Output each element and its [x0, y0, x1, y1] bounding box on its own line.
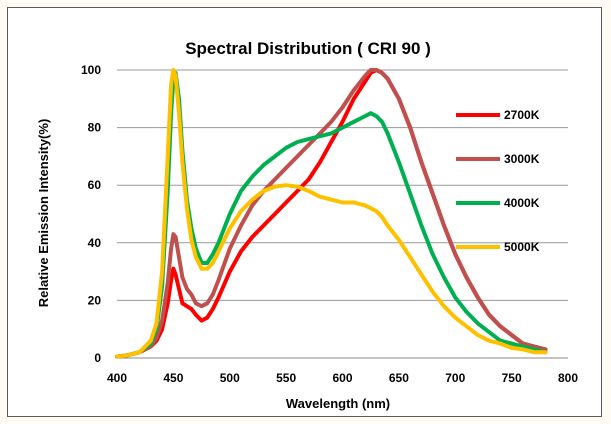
x-tick-600: 600: [332, 371, 352, 385]
x-tick-450: 450: [163, 371, 183, 385]
x-tick-labels: 400 450 500 550 600 650 700 750 800: [107, 371, 578, 385]
x-tick-500: 500: [220, 371, 240, 385]
y-axis-label: Relative Emission Intensity(%): [36, 119, 51, 308]
y-tick-20: 20: [88, 293, 102, 307]
legend-label-5000K: 5000K: [504, 240, 540, 254]
y-tick-100: 100: [81, 63, 101, 77]
y-tick-0: 0: [94, 351, 101, 365]
y-tick-60: 60: [88, 178, 102, 192]
series-lines: [115, 68, 548, 359]
legend-label-3000K: 3000K: [504, 152, 540, 166]
grid: [117, 69, 568, 359]
chart-title: Spectral Distribution ( CRI 90 ): [185, 39, 431, 58]
x-tick-750: 750: [502, 371, 522, 385]
y-tick-40: 40: [88, 236, 102, 250]
legend-label-2700K: 2700K: [504, 108, 540, 122]
spectral-chart: Spectral Distribution ( CRI 90 ) 0 20 40 60…: [36, 39, 578, 411]
y-tick-80: 80: [88, 121, 102, 135]
x-tick-400: 400: [107, 371, 127, 385]
x-tick-700: 700: [445, 371, 465, 385]
series-line-3000K: [115, 68, 548, 359]
chart-frame: Spectral Distribution ( CRI 90 ) 0 20 40 60…: [7, 7, 602, 417]
x-tick-550: 550: [276, 371, 296, 385]
legend-label-4000K: 4000K: [504, 196, 540, 210]
x-axis-label: Wavelength (nm): [286, 396, 390, 411]
legend: 2700K 3000K 4000K 5000K: [456, 108, 540, 254]
series-line-5000K: [115, 68, 548, 359]
y-tick-labels: 0 20 40 60 80 100: [81, 63, 101, 365]
x-tick-800: 800: [558, 371, 578, 385]
x-tick-650: 650: [389, 371, 409, 385]
